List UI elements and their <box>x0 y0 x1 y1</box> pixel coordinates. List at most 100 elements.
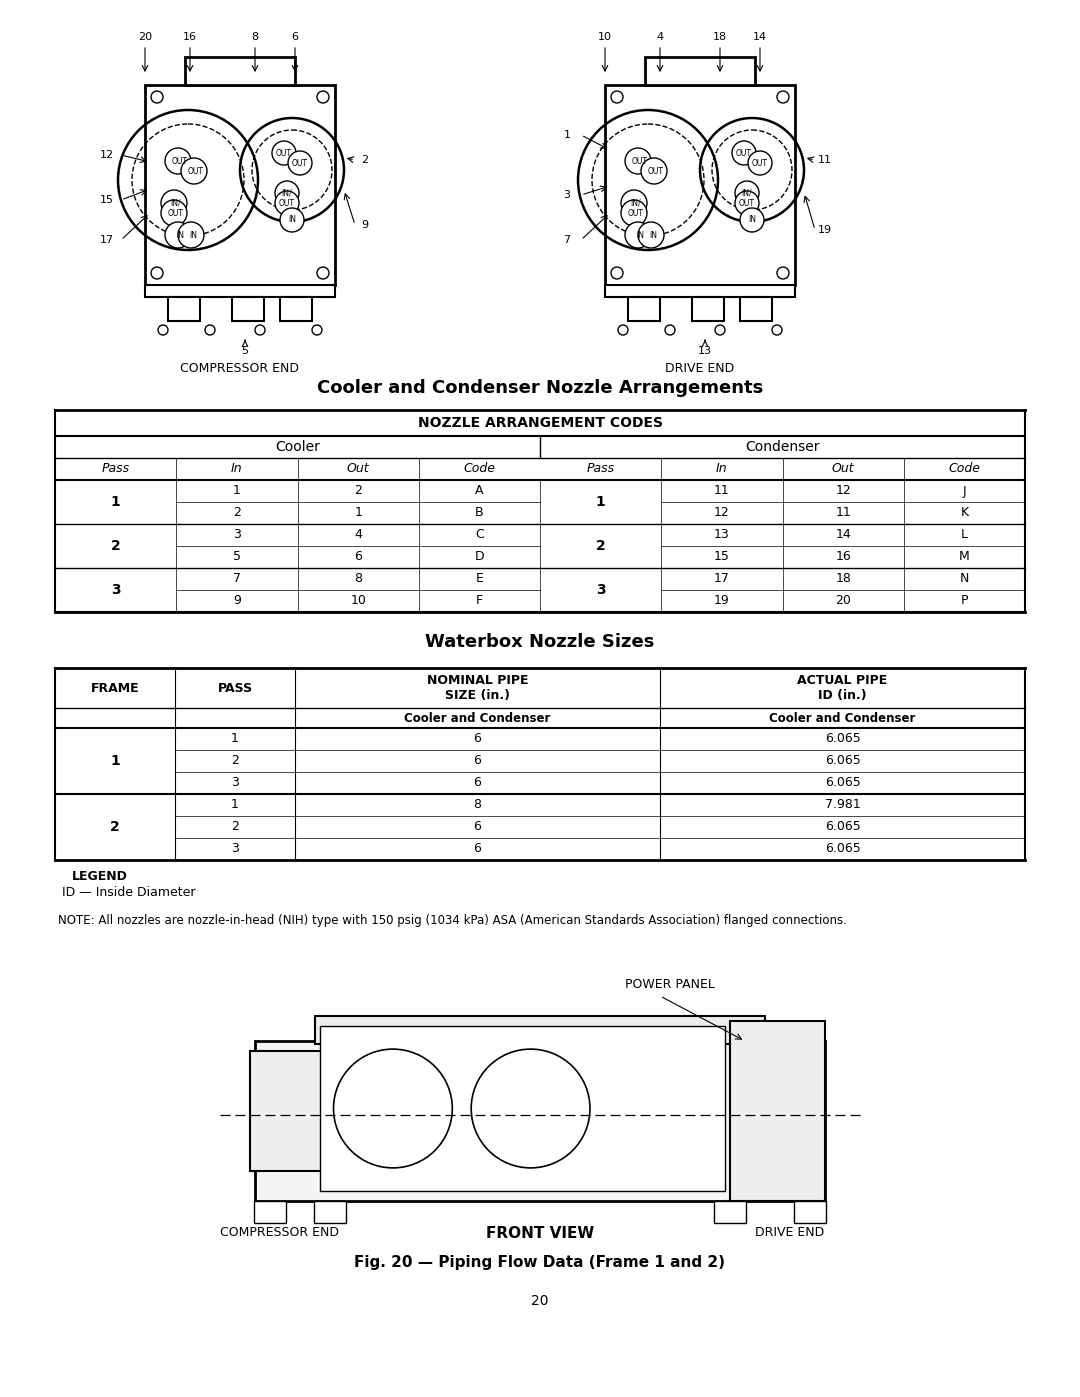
Text: 1: 1 <box>354 507 362 520</box>
Text: 6: 6 <box>473 777 482 789</box>
Text: 8: 8 <box>354 573 362 585</box>
Text: COMPRESSOR END: COMPRESSOR END <box>180 362 299 376</box>
Text: NOMINAL PIPE
SIZE (in.): NOMINAL PIPE SIZE (in.) <box>427 673 528 703</box>
Text: 15: 15 <box>714 550 730 563</box>
Text: 1: 1 <box>233 485 241 497</box>
Text: K: K <box>960 507 969 520</box>
Circle shape <box>732 141 756 165</box>
Text: 2: 2 <box>231 820 239 834</box>
Text: Condenser: Condenser <box>745 440 820 454</box>
Text: 6.065: 6.065 <box>825 777 861 789</box>
Bar <box>145 285 335 298</box>
Text: ID — Inside Diameter: ID — Inside Diameter <box>62 887 195 900</box>
Text: In: In <box>716 462 728 475</box>
Text: 3: 3 <box>596 583 606 597</box>
Text: 6: 6 <box>354 550 362 563</box>
Text: 1: 1 <box>111 495 121 509</box>
Bar <box>232 298 264 321</box>
Text: IN: IN <box>176 231 184 239</box>
Text: IN/: IN/ <box>282 189 293 197</box>
Circle shape <box>178 222 204 249</box>
Text: IN/: IN/ <box>171 198 181 208</box>
Text: 6.065: 6.065 <box>825 842 861 855</box>
Text: 17: 17 <box>100 235 114 244</box>
Text: 3: 3 <box>231 777 239 789</box>
Text: Cooler: Cooler <box>275 440 320 454</box>
Text: 7: 7 <box>564 235 570 244</box>
Text: Pass: Pass <box>102 462 130 475</box>
Text: OUT: OUT <box>168 208 184 218</box>
Text: 8: 8 <box>252 32 258 42</box>
Text: OUT: OUT <box>739 198 755 208</box>
Text: 18: 18 <box>713 32 727 42</box>
Text: Code: Code <box>463 462 496 475</box>
Text: 1: 1 <box>596 495 606 509</box>
Bar <box>168 298 200 321</box>
Text: P: P <box>960 595 968 608</box>
Text: 3: 3 <box>111 583 121 597</box>
Text: FRAME: FRAME <box>91 682 139 694</box>
Text: 2: 2 <box>110 820 120 834</box>
Text: 11: 11 <box>835 507 851 520</box>
Text: 6.065: 6.065 <box>825 754 861 767</box>
Text: OUT: OUT <box>632 156 648 165</box>
Circle shape <box>288 151 312 175</box>
Text: OUT: OUT <box>279 198 295 208</box>
Text: 1: 1 <box>231 799 239 812</box>
Text: 6.065: 6.065 <box>825 820 861 834</box>
Text: IN/: IN/ <box>742 189 753 197</box>
Text: OUT: OUT <box>648 166 664 176</box>
Text: Code: Code <box>948 462 981 475</box>
Circle shape <box>181 158 207 184</box>
Text: 1: 1 <box>231 732 239 746</box>
Text: Waterbox Nozzle Sizes: Waterbox Nozzle Sizes <box>426 633 654 651</box>
Bar <box>320 1025 725 1192</box>
Bar <box>605 85 795 285</box>
Text: LEGEND: LEGEND <box>72 869 127 883</box>
Text: 6.065: 6.065 <box>825 732 861 746</box>
Text: FRONT VIEW: FRONT VIEW <box>486 1225 594 1241</box>
Text: 2: 2 <box>354 485 362 497</box>
Text: Out: Out <box>347 462 369 475</box>
Text: 12: 12 <box>835 485 851 497</box>
Text: 5: 5 <box>242 346 248 356</box>
Text: POWER PANEL: POWER PANEL <box>625 978 715 990</box>
Text: Cooler and Condenser: Cooler and Condenser <box>404 711 551 725</box>
Text: 14: 14 <box>753 32 767 42</box>
Text: IN: IN <box>189 231 197 239</box>
Text: IN: IN <box>748 215 756 225</box>
Text: 4: 4 <box>354 528 362 542</box>
Text: 10: 10 <box>350 595 366 608</box>
Text: ACTUAL PIPE
ID (in.): ACTUAL PIPE ID (in.) <box>797 673 888 703</box>
Text: 6: 6 <box>473 842 482 855</box>
Text: 17: 17 <box>714 573 730 585</box>
Text: 4: 4 <box>657 32 663 42</box>
Text: D: D <box>474 550 484 563</box>
Bar <box>315 1016 765 1044</box>
Text: 12: 12 <box>100 149 114 161</box>
Text: 9: 9 <box>362 219 368 231</box>
Text: 20: 20 <box>531 1294 549 1308</box>
Text: 5: 5 <box>233 550 241 563</box>
Text: L: L <box>961 528 968 542</box>
Text: 16: 16 <box>835 550 851 563</box>
Text: IN: IN <box>288 215 296 225</box>
Text: OUT: OUT <box>172 156 188 165</box>
Text: Out: Out <box>832 462 854 475</box>
Text: 9: 9 <box>233 595 241 608</box>
Text: 19: 19 <box>714 595 730 608</box>
Text: 10: 10 <box>598 32 612 42</box>
Text: OUT: OUT <box>188 166 204 176</box>
Circle shape <box>275 182 299 205</box>
Text: 13: 13 <box>714 528 730 542</box>
Bar <box>730 1021 825 1201</box>
Circle shape <box>735 182 759 205</box>
Text: OUT: OUT <box>276 148 292 158</box>
Text: 6: 6 <box>473 754 482 767</box>
Text: 11: 11 <box>818 155 832 165</box>
Circle shape <box>625 222 651 249</box>
Bar <box>740 298 772 321</box>
Bar <box>314 1201 346 1222</box>
Text: IN: IN <box>636 231 644 239</box>
Text: E: E <box>475 573 484 585</box>
